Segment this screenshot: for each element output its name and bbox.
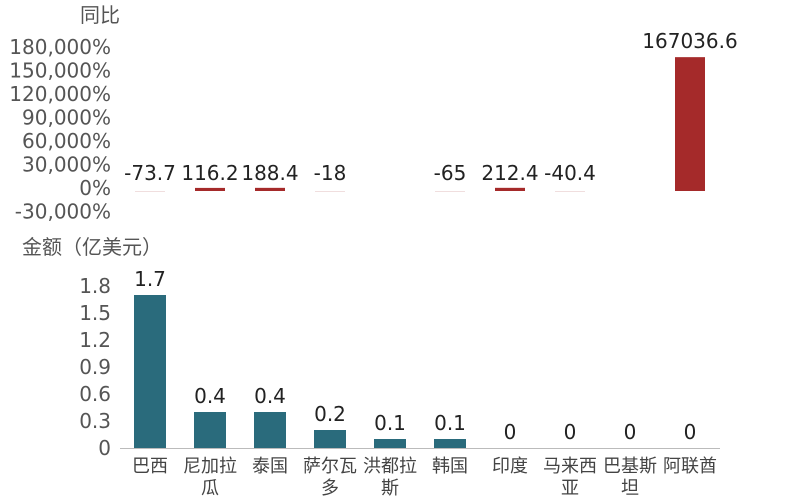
category-label-line: 瓜 [201,478,219,499]
yoy-data-label: -18 [314,161,347,185]
amount-bar [434,439,466,448]
yoy-bar [495,187,525,191]
yoy-tick-label: 90,000% [22,106,111,130]
yoy-tick-label: -30,000% [15,200,111,224]
yoy-bar [315,191,345,192]
yoy-data-label: 116.2 [181,161,238,185]
yoy-bar [135,191,165,192]
yoy-bar [255,187,285,191]
category-label-line: 萨尔瓦 [303,456,357,477]
category-label: 印度 [492,456,528,477]
amount-chart: 1.8 1.5 1.2 0.9 0.6 0.3 0 1.7 0.4 0.4 0.2 0.1 0.1 0 0 0… [79,267,720,499]
yoy-chart: 180,000%150,000%120,000%90,000%60,000%30… [9,29,737,223]
yoy-bar [435,191,465,192]
category-label: 巴基斯坦 [603,456,657,499]
category-label-line: 印度 [492,456,528,477]
category-label-line: 巴西 [132,456,168,477]
amount-data-label: 0.4 [254,384,286,408]
category-label-line: 亚 [561,478,579,499]
amount-tick-label: 1.5 [79,301,111,325]
category-label-line: 斯 [381,478,399,499]
yoy-data-label: -40.4 [544,161,596,185]
category-label: 巴西 [132,456,168,477]
amount-data-label: 0.1 [434,411,466,435]
amount-data-label: 0 [624,420,637,444]
yoy-tick-label: 120,000% [9,82,111,106]
yoy-data-label: 188.4 [241,161,298,185]
category-label-line: 多 [321,478,339,499]
yoy-bar [555,191,585,192]
yoy-bar [675,57,705,191]
yoy-data-label: 167036.6 [642,29,737,53]
category-label: 马来西亚 [543,456,597,499]
category-label: 洪都拉斯 [363,456,417,499]
category-label-line: 尼加拉 [183,456,237,477]
category-label-line: 巴基斯 [603,456,657,477]
yoy-tick-label: 0% [79,176,111,200]
amount-tick-label: 0.6 [79,382,111,406]
category-label-line: 马来西 [543,456,597,477]
category-label-line: 坦 [621,478,639,499]
category-label-line: 洪都拉 [363,456,417,477]
category-label: 阿联酋 [663,456,717,477]
amount-data-label: 0.1 [374,411,406,435]
category-label-line: 阿联酋 [663,456,717,477]
amount-axis-title: 金额（亿美元） [22,235,162,259]
amount-data-label: 0.2 [314,402,346,426]
amount-data-label: 0 [684,420,697,444]
yoy-data-label: -73.7 [124,161,176,185]
yoy-data-label: 212.4 [481,161,538,185]
amount-data-label: 0 [504,420,517,444]
yoy-tick-label: 180,000% [9,35,111,59]
category-label: 萨尔瓦多 [303,456,357,499]
category-label: 尼加拉瓜 [183,456,237,499]
amount-tick-label: 1.8 [79,274,111,298]
yoy-tick-label: 30,000% [22,153,111,177]
amount-bar [194,412,226,448]
amount-bar [134,295,166,448]
amount-tick-label: 0.9 [79,355,111,379]
amount-data-label: 1.7 [134,267,166,291]
yoy-tick-label: 150,000% [9,59,111,83]
yoy-bar [195,187,225,191]
category-label: 韩国 [432,456,468,477]
amount-tick-label: 1.2 [79,328,111,352]
yoy-tick-label: 60,000% [22,129,111,153]
amount-tick-label: 0 [98,436,111,460]
amount-tick-label: 0.3 [79,409,111,433]
amount-bar [314,430,346,448]
yoy-axis-title: 同比 [80,3,120,27]
category-label: 泰国 [252,456,288,477]
amount-data-label: 0.4 [194,384,226,408]
amount-data-label: 0 [564,420,577,444]
yoy-data-label: -65 [434,161,467,185]
category-label-line: 韩国 [432,456,468,477]
amount-bar [254,412,286,448]
category-label-line: 泰国 [252,456,288,477]
amount-bar [374,439,406,448]
